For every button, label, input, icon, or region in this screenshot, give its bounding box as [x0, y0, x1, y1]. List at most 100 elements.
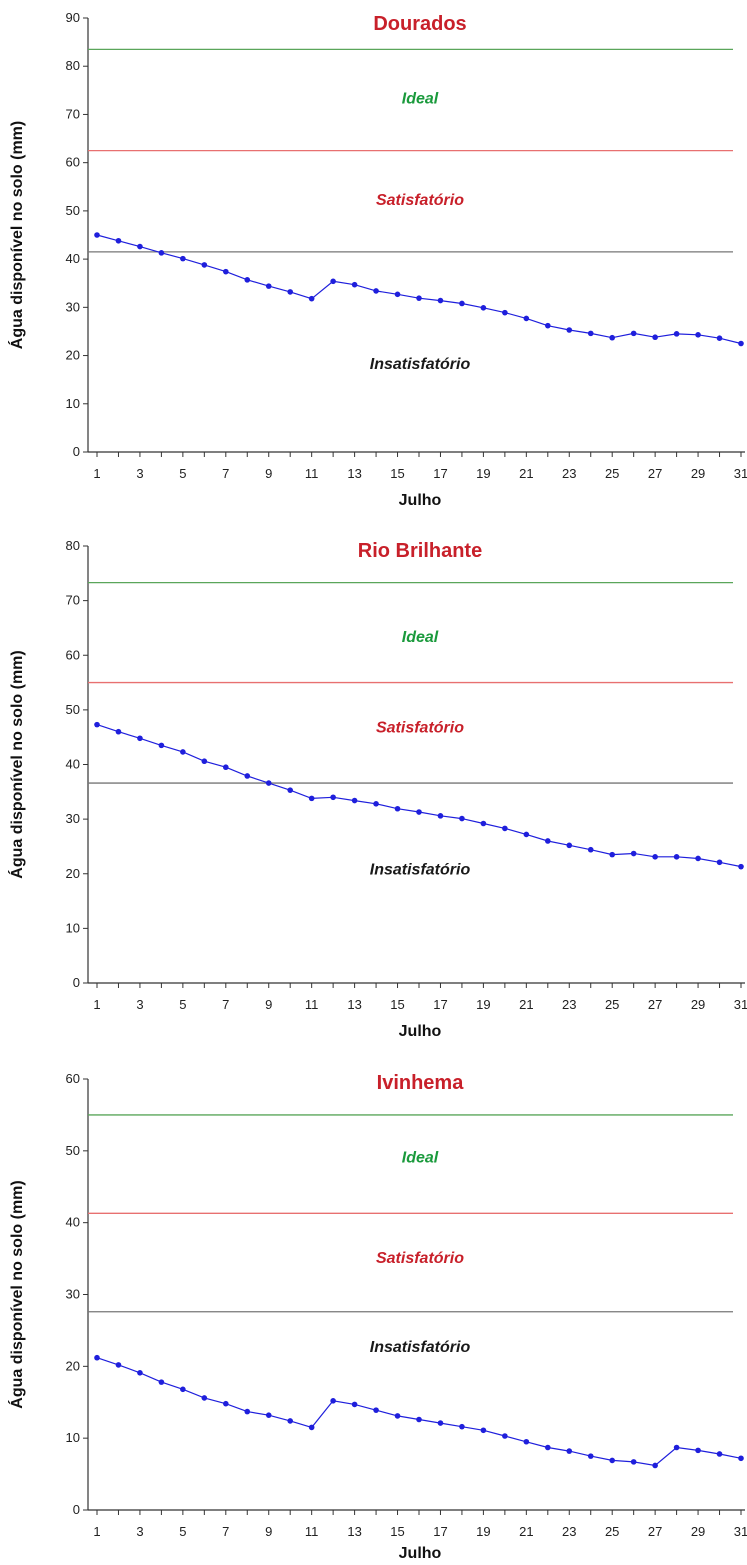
zone-label-ideal: Ideal — [402, 1150, 439, 1167]
chart-title: Ivinhema — [377, 1072, 465, 1094]
data-point — [308, 1424, 315, 1431]
data-point — [351, 1401, 358, 1408]
x-tick-label: 29 — [691, 997, 705, 1012]
x-tick-label: 13 — [347, 1524, 361, 1539]
data-point — [523, 315, 530, 322]
data-point — [695, 855, 701, 862]
data-point — [373, 801, 379, 807]
x-tick-label: 3 — [136, 1524, 143, 1539]
data-point — [158, 250, 165, 256]
zone-label-satisfactory: Satisfatório — [376, 719, 464, 736]
y-tick-label: 80 — [66, 538, 80, 553]
data-point — [738, 1455, 744, 1462]
x-tick-label: 1 — [93, 997, 100, 1012]
data-point — [158, 742, 165, 749]
data-point — [459, 300, 465, 307]
data-point — [287, 1418, 294, 1424]
x-tick-label: 7 — [222, 466, 229, 481]
data-point — [223, 268, 229, 275]
data-point — [673, 1444, 680, 1451]
x-tick-label: 19 — [476, 466, 490, 481]
data-point — [523, 831, 530, 838]
y-tick-label: 0 — [73, 1502, 80, 1517]
zone-label-ideal: Ideal — [402, 629, 439, 646]
x-tick-label: 15 — [390, 1524, 404, 1539]
y-tick-label: 90 — [66, 10, 80, 25]
x-tick-label: 21 — [519, 997, 533, 1012]
data-point — [437, 297, 444, 304]
data-point — [545, 1444, 551, 1451]
data-point — [609, 1457, 615, 1464]
data-point — [115, 728, 122, 735]
data-point — [94, 232, 100, 238]
y-axis-title: Água disponível no solo (mm) — [7, 650, 26, 878]
data-point — [738, 863, 744, 870]
x-tick-label: 23 — [562, 466, 576, 481]
data-point — [480, 305, 487, 311]
y-tick-label: 20 — [66, 1358, 80, 1373]
data-point — [416, 295, 422, 301]
data-point — [652, 854, 658, 860]
y-tick-label: 40 — [66, 1215, 80, 1230]
x-tick-label: 9 — [265, 1524, 272, 1539]
x-tick-label: 3 — [136, 466, 143, 481]
y-axis-title: Água disponível no solo (mm) — [7, 121, 26, 349]
data-point — [502, 1433, 508, 1439]
zone-label-unsatisfactory: Insatisfatório — [370, 356, 471, 373]
data-point — [201, 1395, 208, 1401]
data-point — [416, 809, 422, 815]
y-tick-label: 70 — [66, 593, 80, 608]
data-point — [437, 813, 444, 819]
data-point — [265, 283, 272, 289]
x-tick-label: 21 — [519, 466, 533, 481]
data-point — [223, 764, 229, 771]
x-tick-label: 21 — [519, 1524, 533, 1539]
y-tick-label: 40 — [66, 757, 80, 772]
x-tick-label: 15 — [390, 466, 404, 481]
y-tick-label: 70 — [66, 106, 80, 121]
data-point — [137, 1369, 143, 1376]
x-tick-label: 3 — [136, 997, 143, 1012]
data-point — [330, 278, 336, 285]
data-point — [609, 851, 615, 858]
chart-title: Rio Brilhante — [358, 540, 482, 562]
data-point — [394, 1413, 401, 1419]
series-line — [96, 724, 742, 868]
y-tick-label: 40 — [66, 251, 80, 266]
data-point — [695, 332, 701, 338]
data-point — [545, 838, 551, 844]
data-point — [180, 1386, 186, 1393]
data-point — [716, 1451, 723, 1457]
data-point — [158, 1379, 165, 1385]
y-tick-label: 50 — [66, 203, 80, 218]
data-point — [630, 1459, 637, 1465]
data-point — [673, 331, 680, 337]
y-tick-label: 60 — [66, 1071, 80, 1086]
data-point — [308, 295, 315, 302]
data-point — [330, 794, 336, 801]
data-point — [115, 1362, 122, 1368]
x-tick-label: 11 — [305, 466, 319, 481]
zone-label-satisfactory: Satisfatório — [376, 192, 464, 209]
data-point — [244, 773, 251, 779]
y-tick-label: 80 — [66, 58, 80, 73]
zone-label-ideal: Ideal — [402, 91, 439, 108]
y-tick-label: 10 — [66, 396, 80, 411]
data-point — [695, 1447, 701, 1454]
data-point — [609, 334, 615, 341]
series-line — [96, 1357, 742, 1467]
data-point — [545, 322, 551, 329]
data-point — [115, 237, 122, 244]
y-tick-label: 50 — [66, 702, 80, 717]
data-point — [330, 1398, 336, 1404]
zone-label-unsatisfactory: Insatisfatório — [370, 861, 471, 878]
data-point — [373, 288, 379, 294]
data-point — [587, 846, 594, 853]
x-tick-label: 27 — [648, 997, 662, 1012]
x-tick-label: 31 — [734, 1524, 747, 1539]
data-point — [502, 825, 508, 832]
x-tick-label: 9 — [265, 997, 272, 1012]
y-tick-label: 30 — [66, 811, 80, 826]
data-point — [587, 330, 594, 337]
